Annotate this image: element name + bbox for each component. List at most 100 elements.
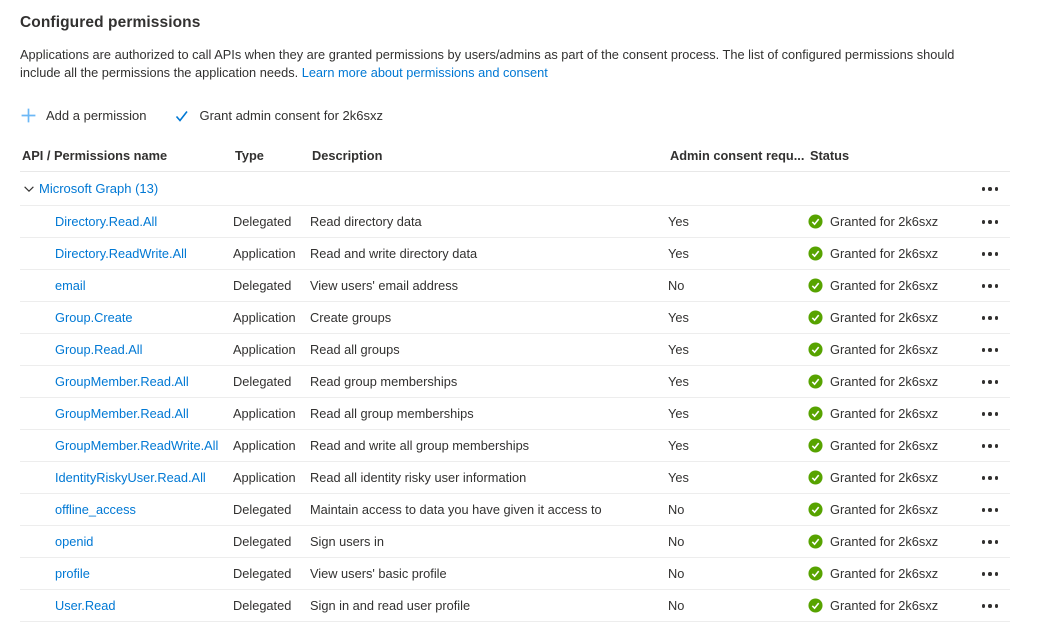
status-text: Granted for 2k6sxz (830, 438, 939, 454)
more-options-icon (981, 572, 985, 576)
row-more-options-button[interactable] (976, 536, 1005, 548)
grant-admin-consent-label: Grant admin consent for 2k6sxz (199, 108, 383, 124)
status-text: Granted for 2k6sxz (830, 406, 939, 422)
page-title: Configured permissions (20, 14, 201, 31)
status-text: Granted for 2k6sxz (830, 566, 939, 582)
status-text: Granted for 2k6sxz (830, 534, 939, 550)
more-options-icon (981, 220, 985, 224)
permission-name-link[interactable]: email (55, 278, 86, 294)
row-more-options-button[interactable] (976, 568, 1005, 580)
status-cell: Granted for 2k6sxz (808, 406, 958, 421)
status-cell: Granted for 2k6sxz (808, 246, 958, 261)
permission-row: openid Delegated Sign users in No Grante… (20, 526, 1010, 559)
permission-description: Read all identity risky user information (310, 470, 527, 486)
permission-name-link[interactable]: GroupMember.Read.All (55, 374, 189, 390)
permission-name-link[interactable]: Directory.ReadWrite.All (55, 246, 187, 262)
status-text: Granted for 2k6sxz (830, 278, 939, 294)
permission-type: Delegated (233, 598, 292, 614)
admin-consent-required-value: Yes (668, 310, 689, 326)
row-more-options-button[interactable] (976, 312, 1005, 324)
permission-type: Application (233, 342, 296, 358)
permission-description: Read directory data (310, 214, 422, 230)
group-more-options-button[interactable] (976, 183, 1005, 195)
permission-type: Application (233, 470, 296, 486)
api-group-row-microsoft-graph: Microsoft Graph (13) (20, 172, 1010, 207)
group-label[interactable]: Microsoft Graph (13) (39, 181, 159, 197)
more-options-icon (981, 348, 985, 352)
row-more-options-button[interactable] (976, 600, 1005, 612)
permission-name-link[interactable]: GroupMember.ReadWrite.All (55, 438, 219, 454)
learn-more-link[interactable]: Learn more about permissions and consent (301, 65, 548, 81)
permission-row: IdentityRiskyUser.Read.All Application R… (20, 462, 1010, 495)
admin-consent-required-value: Yes (668, 374, 689, 390)
permission-description: Read all group memberships (310, 406, 474, 422)
permission-name-link[interactable]: Directory.Read.All (55, 214, 158, 230)
permission-type: Delegated (233, 374, 292, 390)
permission-name-link[interactable]: Group.Create (55, 310, 133, 326)
row-more-options-button[interactable] (976, 440, 1005, 452)
permission-name-link[interactable]: offline_access (55, 502, 136, 518)
row-more-options-button[interactable] (976, 216, 1005, 228)
status-cell: Granted for 2k6sxz (808, 598, 958, 613)
row-more-options-button[interactable] (976, 248, 1005, 260)
granted-check-icon (808, 278, 823, 293)
permission-type: Application (233, 406, 296, 422)
permission-description: Read and write all group memberships (310, 438, 530, 454)
permissions-table: API / Permissions name Type Description … (20, 140, 1010, 623)
row-more-options-button[interactable] (976, 408, 1005, 420)
status-text: Granted for 2k6sxz (830, 502, 939, 518)
permission-type: Application (233, 310, 296, 326)
permission-description: Create groups (310, 310, 392, 326)
permission-type: Delegated (233, 214, 292, 230)
status-cell: Granted for 2k6sxz (808, 310, 958, 325)
group-expander[interactable]: Microsoft Graph (13) (20, 181, 158, 196)
check-icon (174, 108, 190, 124)
permission-row: Directory.ReadWrite.All Application Read… (20, 238, 1010, 271)
more-options-icon (981, 508, 985, 512)
permission-description: View users' basic profile (310, 566, 447, 582)
permission-description: Read group memberships (310, 374, 458, 390)
header-api-permissions-name: API / Permissions name (22, 148, 168, 164)
permission-name-link[interactable]: IdentityRiskyUser.Read.All (55, 470, 206, 486)
permission-name-link[interactable]: openid (55, 534, 94, 550)
permissions-description: Applications are authorized to call APIs… (20, 46, 990, 82)
permissions-toolbar: Add a permission Grant admin consent for… (20, 107, 990, 124)
permission-name-link[interactable]: profile (55, 566, 90, 582)
row-more-options-button[interactable] (976, 472, 1005, 484)
description-text: Applications are authorized to call APIs… (20, 47, 955, 81)
row-more-options-button[interactable] (976, 504, 1005, 516)
configured-permissions-page: Configured permissions Applications are … (20, 14, 1010, 623)
more-options-icon (981, 476, 985, 480)
row-more-options-button[interactable] (976, 376, 1005, 388)
permission-description: View users' email address (310, 278, 459, 294)
admin-consent-required-value: Yes (668, 246, 689, 262)
row-more-options-button[interactable] (976, 344, 1005, 356)
status-text: Granted for 2k6sxz (830, 470, 939, 486)
grant-admin-consent-button[interactable]: Grant admin consent for 2k6sxz (174, 108, 383, 124)
table-header-row: API / Permissions name Type Description … (20, 140, 1010, 173)
table-body: Directory.Read.All Delegated Read direct… (20, 206, 1010, 623)
granted-check-icon (808, 502, 823, 517)
more-options-icon (981, 604, 985, 608)
status-cell: Granted for 2k6sxz (808, 566, 958, 581)
permission-row: email Delegated View users' email addres… (20, 270, 1010, 303)
more-options-icon (981, 412, 985, 416)
permission-row: Group.Create Application Create groups Y… (20, 302, 1010, 335)
permission-name-link[interactable]: GroupMember.Read.All (55, 406, 189, 422)
status-cell: Granted for 2k6sxz (808, 374, 958, 389)
granted-check-icon (808, 566, 823, 581)
more-options-icon (981, 444, 985, 448)
admin-consent-required-value: Yes (668, 406, 689, 422)
row-more-options-button[interactable] (976, 280, 1005, 292)
chevron-down-icon (22, 182, 36, 196)
permission-name-link[interactable]: User.Read (55, 598, 116, 614)
add-permission-button[interactable]: Add a permission (20, 107, 146, 124)
admin-consent-required-value: No (668, 534, 685, 550)
granted-check-icon (808, 374, 823, 389)
permission-name-link[interactable]: Group.Read.All (55, 342, 143, 358)
status-cell: Granted for 2k6sxz (808, 470, 958, 485)
admin-consent-required-value: Yes (668, 342, 689, 358)
admin-consent-required-value: No (668, 502, 685, 518)
permission-description: Read and write directory data (310, 246, 478, 262)
permission-row: GroupMember.Read.All Delegated Read grou… (20, 366, 1010, 399)
